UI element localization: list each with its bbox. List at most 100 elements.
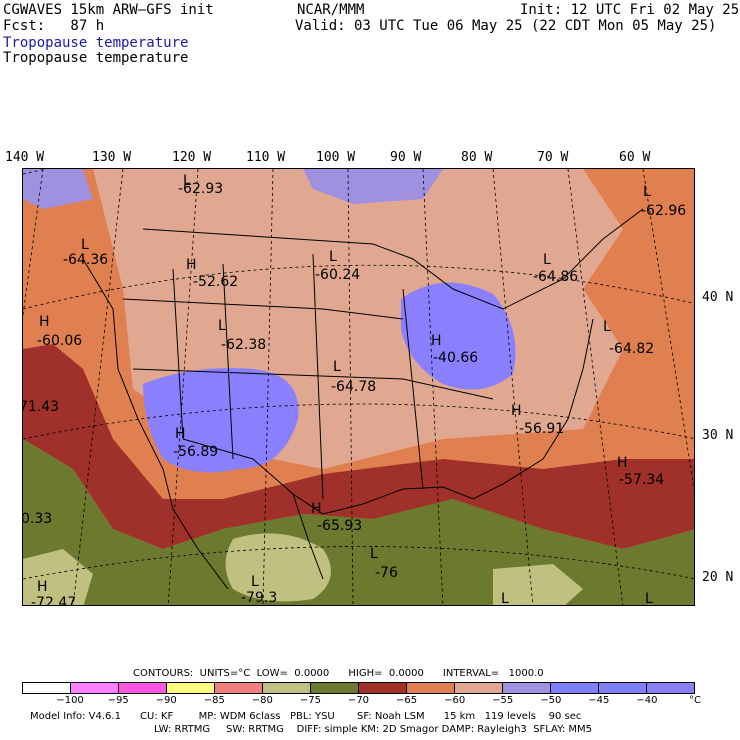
map-label: -62.38 [221,337,266,353]
field-minus75-patch-a [225,533,331,602]
colorbar-swatch [551,683,599,693]
state-line-f [172,268,184,440]
colorbar-swatch [215,683,263,693]
map-label: H [431,333,442,349]
colorbar-swatch [359,683,407,693]
field-purple-corner [23,169,93,209]
colorbar-tick-label: −90 [155,695,177,706]
map-label: L [645,591,653,606]
colorbar [22,682,695,694]
field-minus75-patch-c [493,564,583,605]
map-label: L [333,359,341,375]
map-label: L [251,574,259,590]
lat-label-40n: 40 N [702,290,734,305]
colorbar-swatch [407,683,455,693]
colorbar-swatch [647,683,694,693]
map-label: 71.43 [23,399,59,415]
map-label: L [370,546,378,562]
map-label: H [311,501,322,517]
colorbar-swatch [167,683,215,693]
colorbar-swatch [599,683,647,693]
map-label: 0.33 [23,511,52,527]
map-label: H [186,257,197,273]
colorbar-tick-label: −65 [396,695,418,706]
forecast-hour: Fcst: 87 h [3,18,105,34]
colorbar-tick-label: −95 [107,695,129,706]
map-label: H [37,579,48,595]
map-label: -65.93 [317,518,362,534]
west-coast [82,258,229,590]
map-label: L [543,252,551,268]
map-label: -40.66 [433,350,478,366]
mexico-east-coast [292,493,324,580]
colorbar-swatch [23,683,71,693]
map-label: L [501,591,509,606]
map-label: -64.78 [331,379,376,395]
lon-label-140w: 140 W [5,150,45,165]
lon-label-100w: 100 W [316,150,356,165]
lat-label-20n: 20 N [702,570,734,585]
state-line-e [402,288,424,490]
map-label: -64.86 [533,269,578,285]
colorbar-tick-label: −85 [203,695,225,706]
model-title: CGWAVES 15km ARW–GFS init [3,2,214,18]
map-label: L [81,237,89,253]
lat-label-30n: 30 N [702,428,734,443]
map-label: L [643,184,651,200]
field-purple-north [303,169,443,204]
map-label: L [329,249,337,265]
valid-time: Valid: 03 UTC Tue 06 May 25 (22 CDT Mon … [295,18,717,34]
graticule [23,169,694,605]
colorbar-swatch [119,683,167,693]
colorbar-swatch [455,683,503,693]
colorbar-tick-label: −55 [492,695,514,706]
map-label: -72.47 [31,595,76,606]
map-label: -64.36 [63,252,108,268]
map-label: -60.24 [315,267,360,283]
northern-border [142,208,644,310]
colorbar-tick-label: −45 [588,695,610,706]
colorbar-swatch [263,683,311,693]
tropopause-temperature-map: L -62.93 L -64.36 H -52.62 L -60.24 L -6… [23,169,694,606]
lon-label-110w: 110 W [246,150,286,165]
state-line-a [122,298,404,320]
colorbar-units: °C [689,695,701,706]
model-info-line2: LW: RRTMG SW: RRTMG DIFF: simple KM: 2D … [154,724,593,735]
field-minus70-region [23,439,694,605]
colorbar-tick-label: −70 [347,695,370,706]
state-line-c [222,263,234,460]
colorbar-tick-label: −40 [636,695,658,706]
field-title: Tropopause temperature [3,50,189,66]
lon-label-60w: 60 W [619,150,651,165]
map-label: -60.06 [37,333,82,349]
contours-info: CONTOURS: UNITS=°C LOW= 0.0000 HIGH= 0.0… [133,668,544,679]
map-label: -79.3 [241,590,277,606]
map-label: -56.91 [519,421,564,437]
map-label: -62.93 [178,181,223,197]
state-line-d [312,253,324,500]
model-info-line1: Model Info: V4.6.1 CU: KF MP: WDM 6class… [30,711,582,722]
colorbar-swatch [503,683,551,693]
lon-label-80w: 80 W [461,150,493,165]
map-label: -76 [375,565,398,581]
map-label: H [617,455,628,471]
colorbar-tick-label: −50 [540,695,562,706]
map-label: -52.62 [193,274,238,290]
lon-label-70w: 70 W [537,150,569,165]
extremum-labels: L -62.93 L -64.36 H -52.62 L -60.24 L -6… [23,173,686,606]
state-line-b [132,368,494,400]
boundaries [82,208,644,590]
field-minus65-band [23,344,694,549]
lon-label-120w: 120 W [172,150,212,165]
map-label: -56.89 [173,444,218,460]
colorbar-tick-label: −60 [444,695,466,706]
field-southwest-high [143,368,299,473]
map-label: H [511,403,522,419]
init-time: Init: 12 UTC Fri 02 May 25 [520,2,740,18]
map-label: -62.96 [641,203,686,219]
map-label: -64.82 [609,341,654,357]
map-label: H [39,314,50,330]
map-label: L [603,319,611,335]
map-label: L [183,173,191,189]
map-label: -57.34 [619,472,664,488]
